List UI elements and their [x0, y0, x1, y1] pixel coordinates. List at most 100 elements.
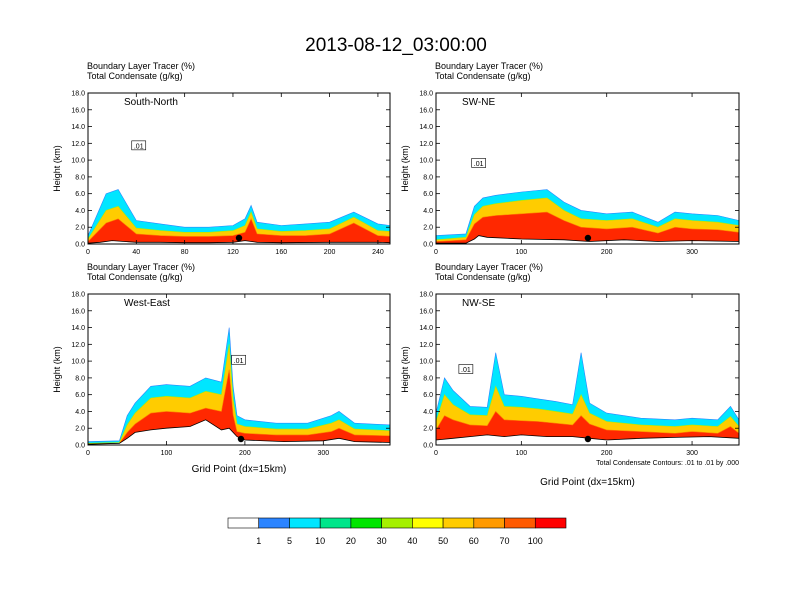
plot-frame — [87, 293, 391, 446]
location-marker — [237, 435, 245, 443]
y-tick-label: 8.0 — [423, 375, 433, 382]
plot-frame — [87, 92, 391, 245]
y-tick-label: 4.0 — [75, 208, 85, 215]
y-tick-label: 2.0 — [423, 225, 433, 232]
tracer-layer-2 — [88, 205, 390, 244]
y-tick-label: 10.0 — [71, 359, 85, 366]
contour-label-box — [458, 364, 474, 374]
colorbar-label: 20 — [346, 536, 356, 546]
colorbar-swatch — [381, 517, 413, 529]
panel-header-line: Total Condensate (g/kg) — [87, 71, 183, 81]
y-tick-label: 14.0 — [71, 124, 85, 131]
panel-title: NW-SE — [462, 298, 495, 309]
x-tick-label: 120 — [227, 249, 239, 256]
y-tick-label: 16.0 — [71, 107, 85, 114]
y-tick-label: 4.0 — [423, 208, 433, 215]
y-tick-label: 10.0 — [419, 359, 433, 366]
y-tick-label: 10.0 — [419, 158, 433, 165]
x-tick-label: 200 — [239, 450, 251, 457]
contour-label-box — [471, 158, 486, 168]
plot-area: .01 — [88, 327, 390, 445]
y-tick-label: 12.0 — [419, 141, 433, 148]
panel-header-line: Boundary Layer Tracer (%) — [87, 61, 195, 71]
contour-label: .01 — [234, 358, 244, 365]
y-tick-label: 16.0 — [71, 308, 85, 315]
y-axis-label: Height (km) — [52, 346, 62, 393]
y-tick-label: 14.0 — [419, 124, 433, 131]
colorbar-label: 50 — [438, 536, 448, 546]
y-axis-label: Height (km) — [52, 145, 62, 192]
plot-frame — [435, 92, 740, 245]
y-tick-label: 18.0 — [419, 292, 433, 299]
y-tick-label: 16.0 — [419, 308, 433, 315]
x-tick-label: 0 — [434, 249, 438, 256]
y-axis-label: Height (km) — [400, 346, 410, 393]
colorbar-swatch — [319, 517, 352, 529]
x-tick-label: 0 — [86, 450, 90, 457]
y-tick-label: 2.0 — [75, 225, 85, 232]
x-tick-label: 200 — [601, 249, 613, 256]
contour-label-box — [131, 140, 147, 151]
location-marker — [584, 234, 592, 242]
y-tick-label: 4.0 — [423, 409, 433, 416]
colorbar-swatch — [289, 517, 321, 529]
y-tick-label: 14.0 — [419, 325, 433, 332]
tracer-layer-3 — [88, 218, 390, 244]
colorbar-swatch — [412, 517, 444, 529]
y-tick-label: 8.0 — [75, 375, 85, 382]
colorbar-swatch — [473, 517, 505, 529]
colorbar-label: 40 — [407, 536, 417, 546]
contour-label: .01 — [134, 143, 144, 150]
panel-4: Boundary Layer Tracer (%)Total Condensat… — [400, 262, 740, 488]
plot-frame — [435, 293, 740, 446]
terrain — [88, 240, 390, 244]
colorbar-label: 70 — [500, 536, 510, 546]
y-tick-label: 12.0 — [71, 342, 85, 349]
panel-1: Boundary Layer Tracer (%)Total Condensat… — [52, 61, 391, 256]
x-tick-label: 240 — [372, 249, 384, 256]
panel-header-line: Total Condensate (g/kg) — [435, 272, 531, 282]
y-axis-label: Height (km) — [400, 145, 410, 192]
contour-label-box — [231, 354, 246, 365]
x-tick-label: 200 — [324, 249, 336, 256]
colorbar: 1 5 10 20 30 40 50 60 70 100 — [227, 517, 567, 546]
y-tick-label: 2.0 — [75, 426, 85, 433]
x-tick-label: 300 — [317, 450, 329, 457]
colorbar-label: 1 — [256, 536, 261, 546]
tracer-layer-3 — [88, 369, 390, 445]
colorbar-label: 60 — [469, 536, 479, 546]
panel-3: Boundary Layer Tracer (%)Total Condensat… — [52, 262, 391, 475]
colorbar-label: 100 — [528, 536, 543, 546]
panel-header-line: Boundary Layer Tracer (%) — [87, 262, 195, 272]
y-tick-label: 18.0 — [419, 91, 433, 98]
y-tick-label: 12.0 — [71, 141, 85, 148]
x-axis-label: Grid Point (dx=15km) — [540, 477, 635, 488]
panel-header-line: Boundary Layer Tracer (%) — [435, 262, 543, 272]
x-tick-label: 200 — [601, 450, 613, 457]
panel-title: West-East — [124, 298, 170, 309]
x-tick-label: 300 — [686, 450, 698, 457]
panels-group: Boundary Layer Tracer (%)Total Condensat… — [52, 61, 740, 488]
x-axis-label: Grid Point (dx=15km) — [192, 464, 287, 475]
x-tick-label: 100 — [161, 450, 173, 457]
location-marker — [235, 234, 243, 242]
y-tick-label: 14.0 — [71, 325, 85, 332]
y-tick-label: 18.0 — [71, 292, 85, 299]
tracer-layer-3 — [436, 211, 739, 244]
contour-label: .01 — [474, 161, 484, 168]
colorbar-label: 10 — [315, 536, 325, 546]
colorbar-label: 5 — [287, 536, 292, 546]
x-tick-label: 100 — [516, 249, 528, 256]
terrain — [436, 235, 739, 244]
y-tick-label: 18.0 — [71, 91, 85, 98]
location-marker — [584, 435, 592, 443]
contour-label: .01 — [461, 367, 471, 374]
y-tick-label: 0.0 — [75, 242, 85, 249]
colorbar-swatch — [258, 517, 290, 529]
x-tick-label: 40 — [132, 249, 140, 256]
panel-title: SW-NE — [462, 97, 495, 108]
y-tick-label: 0.0 — [423, 242, 433, 249]
y-tick-label: 8.0 — [75, 174, 85, 181]
plot-area: .01 — [88, 140, 390, 244]
